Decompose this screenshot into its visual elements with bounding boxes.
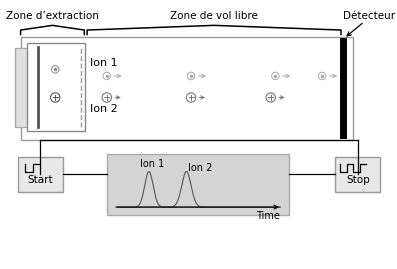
Bar bbox=[18, 157, 63, 192]
Bar bbox=[107, 154, 289, 215]
Text: Ion 1: Ion 1 bbox=[90, 58, 118, 68]
Text: Start: Start bbox=[27, 175, 53, 185]
Text: Zone d’extraction: Zone d’extraction bbox=[6, 11, 99, 21]
Text: Détecteur: Détecteur bbox=[343, 11, 395, 21]
Text: Zone de vol libre: Zone de vol libre bbox=[170, 11, 258, 21]
Text: Ion 2: Ion 2 bbox=[90, 104, 118, 114]
Text: Ion 2: Ion 2 bbox=[188, 163, 213, 174]
Bar bbox=[27, 43, 85, 131]
Bar bbox=[335, 157, 380, 192]
Text: Stop: Stop bbox=[346, 175, 370, 185]
Bar bbox=[21, 37, 353, 140]
Text: Time: Time bbox=[256, 211, 280, 221]
Bar bbox=[15, 48, 28, 126]
Text: Ion 1: Ion 1 bbox=[140, 159, 164, 169]
